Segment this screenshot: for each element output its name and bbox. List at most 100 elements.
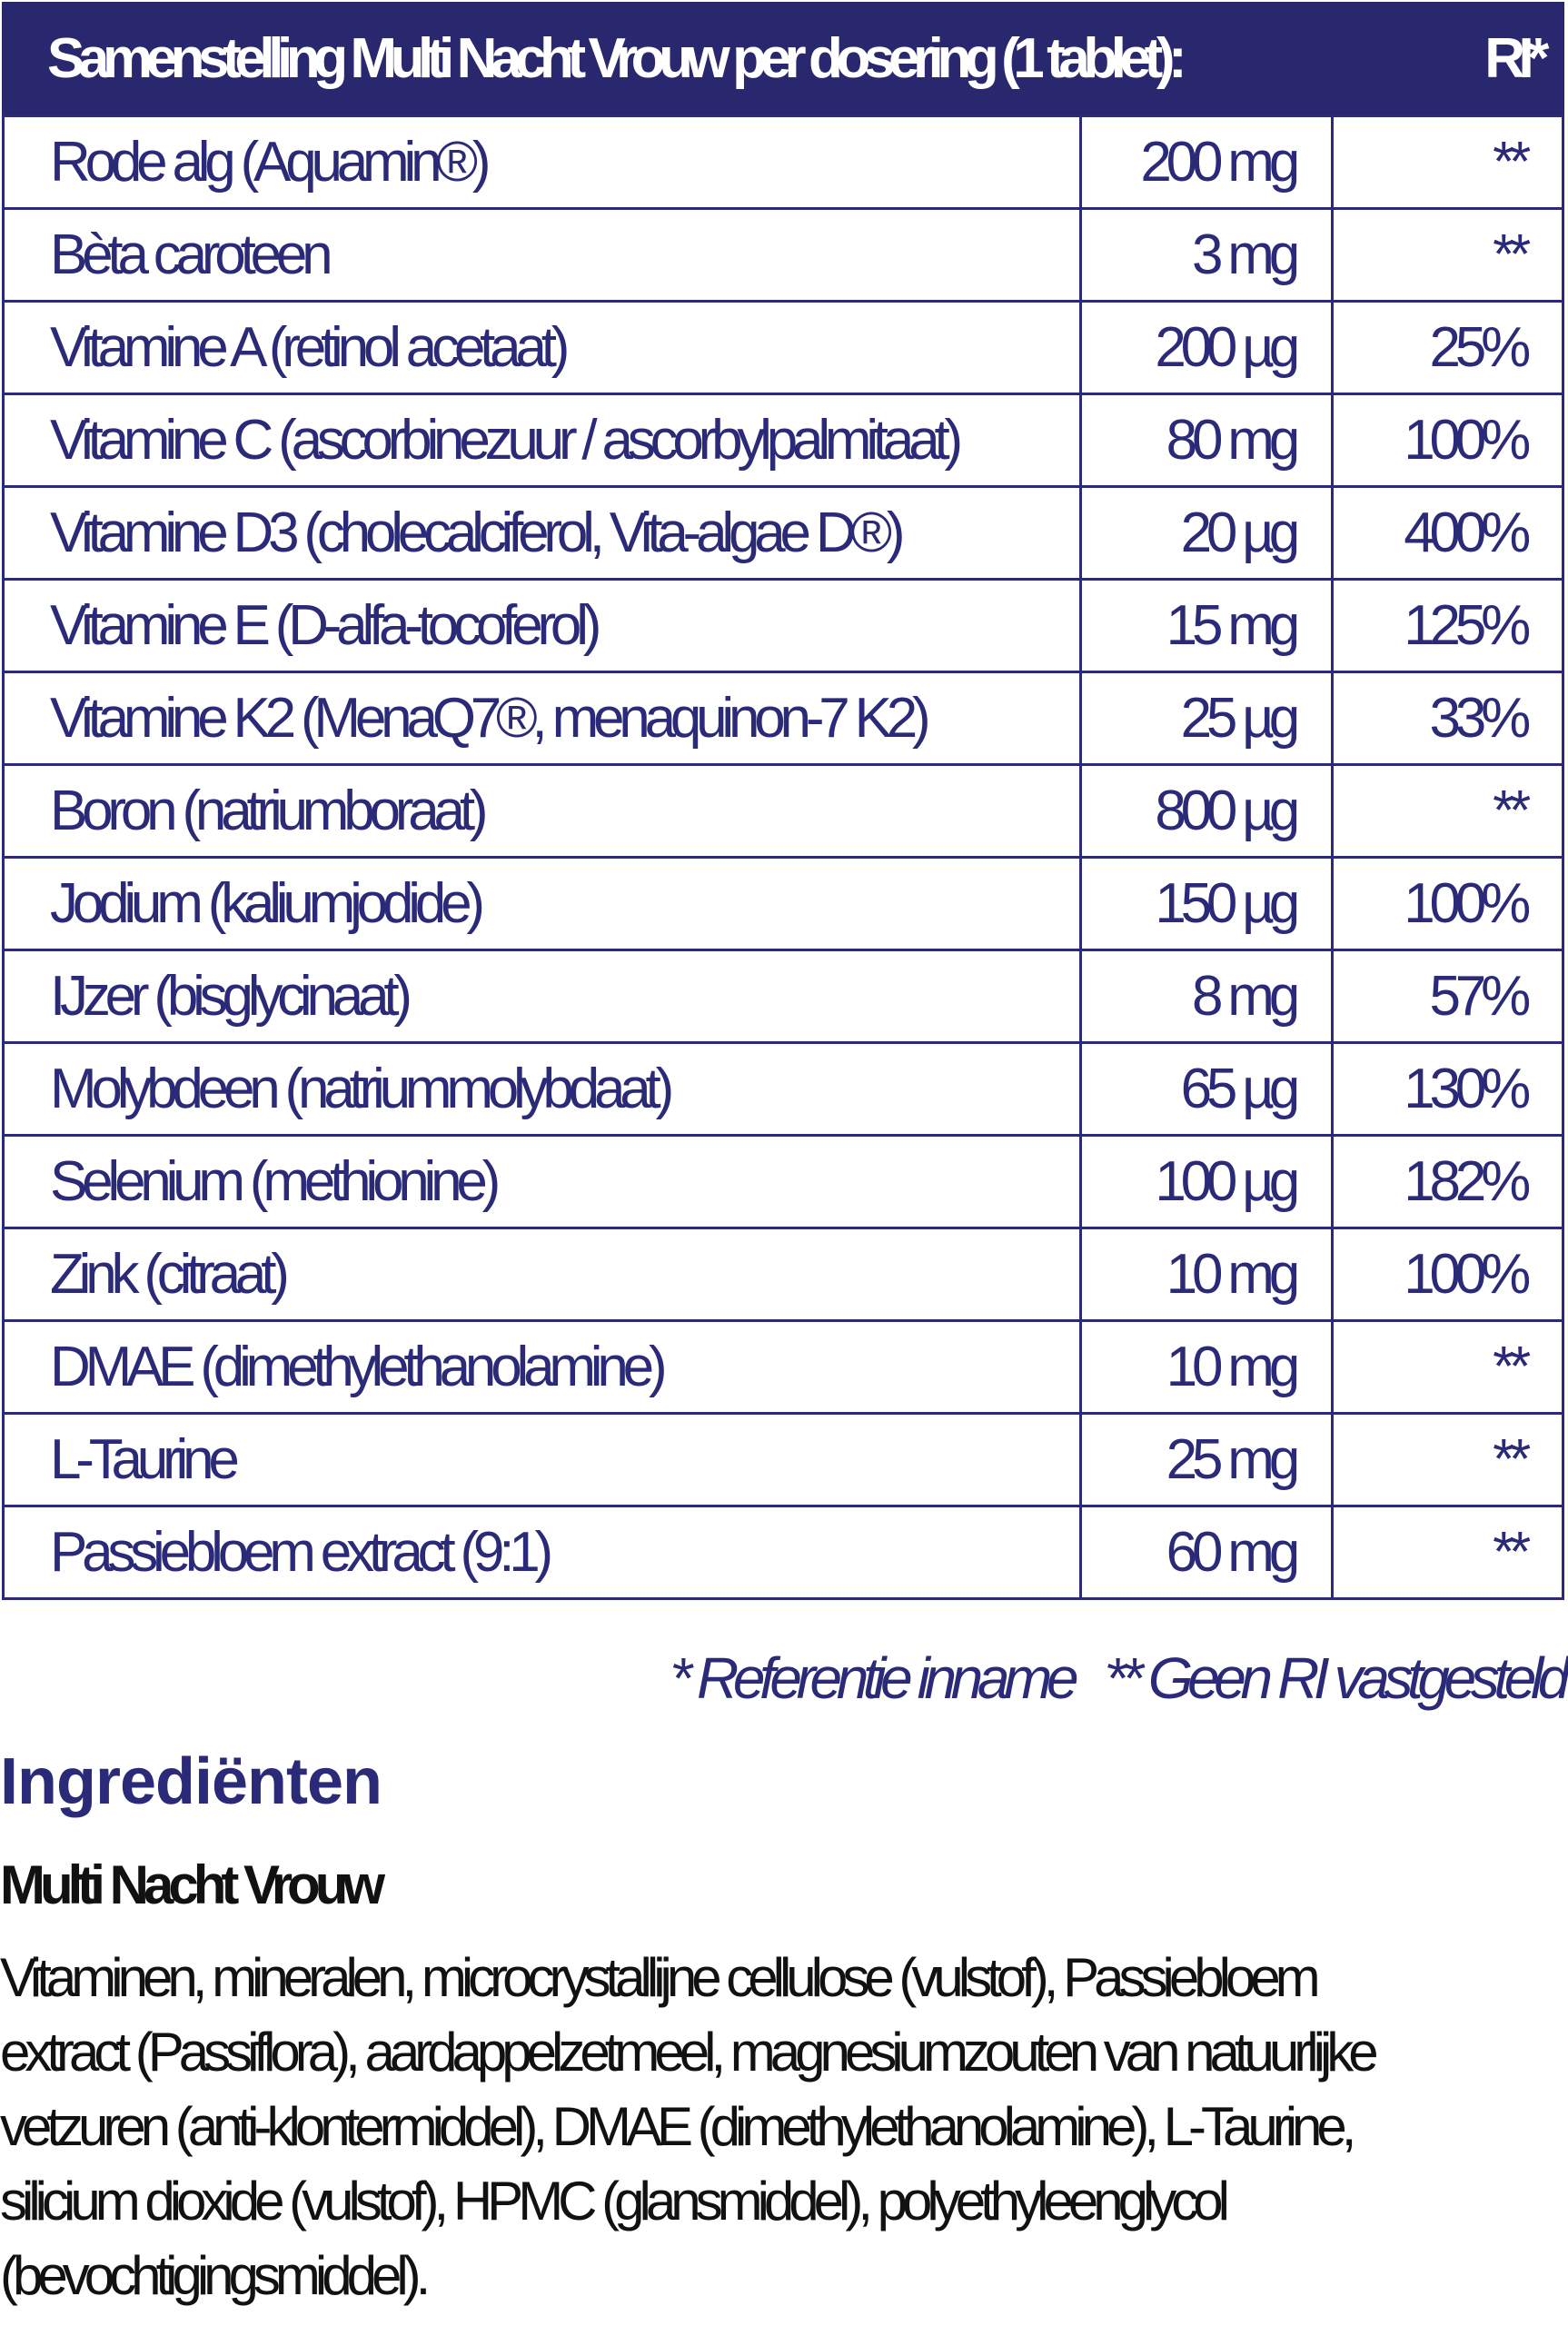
table-row: DMAE (dimethylethanolamine) 10 mg ** [5,1319,1562,1412]
nutrient-name-cell: Vitamine C (ascorbinezuur / ascorbylpalm… [5,395,1082,485]
nutrient-amount: 150 µg [1155,872,1300,935]
ingredients-line: Vitaminen, mineralen, microcrystallijne … [0,1947,1321,2008]
ri-cell: 100% [1334,1229,1562,1319]
ingredients-line: extract (Passiflora), aardappelzetmeel, … [0,2022,1379,2082]
nutrient-name: Passiebloem extract (9:1) [50,1521,553,1584]
nutrient-name: Rode alg (Aquamin®) [50,131,491,194]
nutrient-name-cell: Passiebloem extract (9:1) [5,1507,1082,1597]
nutrient-name: Jodium (kaliumjodide) [50,872,485,935]
table-row: Passiebloem extract (9:1) 60 mg ** [5,1505,1562,1597]
nutrient-ri: ** [1493,780,1531,842]
nutrient-ri: 100% [1404,409,1531,472]
table-row: IJzer (bisglycinaat) 8 mg 57% [5,949,1562,1041]
ri-cell: 25% [1334,303,1562,393]
nutrient-name-cell: Bèta caroteen [5,210,1082,300]
ri-cell: 400% [1334,488,1562,578]
nutrient-name-cell: Molybdeen (natriummolybdaat) [5,1044,1082,1134]
ri-header: RI* [1484,26,1549,90]
nutrient-amount: 25 mg [1166,1428,1301,1491]
table-row: Vitamine A (retinol acetaat) 200 µg 25% [5,300,1562,393]
nutrient-ri: 125% [1404,594,1531,657]
nutrient-amount: 100 µg [1155,1150,1300,1213]
ingredients-line: silicium dioxide (vulstof), HPMC (glansm… [0,2171,1230,2232]
amount-cell: 150 µg [1082,859,1334,949]
amount-cell: 800 µg [1082,766,1334,856]
nutrient-amount: 80 mg [1166,409,1301,472]
nutrient-name-cell: IJzer (bisglycinaat) [5,951,1082,1041]
nutrient-name-cell: Vitamine D3 (cholecalciferol, Vita-algae… [5,488,1082,578]
table-title: Samenstelling Multi Nacht Vrouw per dose… [47,26,1187,90]
ri-cell: ** [1334,117,1562,207]
product-name: Multi Nacht Vrouw [0,1854,385,1915]
nutrient-name: L-Taurine [50,1428,240,1491]
nutrient-ri: ** [1493,1336,1531,1398]
nutrient-name-cell: Zink (citraat) [5,1229,1082,1319]
amount-cell: 25 mg [1082,1415,1334,1505]
nutrient-ri: 25% [1429,316,1532,379]
nutrient-name-cell: Jodium (kaliumjodide) [5,859,1082,949]
ingredients-line: vetzuren (anti-klontermiddel), DMAE (dim… [0,2096,1356,2157]
footnote-reference: * Referentie inname [670,1645,1078,1711]
nutrient-name-cell: Vitamine A (retinol acetaat) [5,303,1082,393]
nutrient-ri: ** [1493,1521,1531,1584]
table-row: Vitamine D3 (cholecalciferol, Vita-algae… [5,485,1562,578]
nutrient-ri: ** [1493,1428,1531,1491]
nutrient-ri: 182% [1404,1150,1531,1213]
nutrient-name: Selenium (methionine) [50,1150,501,1213]
ri-cell: ** [1334,1322,1562,1412]
nutrient-ri: ** [1493,131,1531,194]
amount-cell: 200 µg [1082,303,1334,393]
amount-cell: 20 µg [1082,488,1334,578]
nutrient-name-cell: Vitamine K2 (MenaQ7®, menaquinon-7 K2) [5,673,1082,763]
nutrient-ri: 57% [1429,965,1532,1028]
amount-cell: 200 mg [1082,117,1334,207]
nutrition-table: Samenstelling Multi Nacht Vrouw per dose… [2,2,1564,1600]
nutrient-amount: 65 µg [1180,1058,1301,1120]
nutrient-name: Zink (citraat) [50,1243,290,1306]
table-row: L-Taurine 25 mg ** [5,1412,1562,1505]
amount-cell: 10 mg [1082,1229,1334,1319]
amount-cell: 80 mg [1082,395,1334,485]
ri-cell: ** [1334,1415,1562,1505]
nutrient-name: Vitamine A (retinol acetaat) [50,316,570,379]
nutrient-amount: 20 µg [1180,502,1301,564]
amount-cell: 60 mg [1082,1507,1334,1597]
ri-cell: ** [1334,1507,1562,1597]
ingredients-heading: Ingrediënten [0,1745,382,1818]
table-row: Boron (natriumboraat) 800 µg ** [5,763,1562,856]
nutrient-name: Vitamine D3 (cholecalciferol, Vita-algae… [50,502,906,564]
nutrient-name-cell: Rode alg (Aquamin®) [5,117,1082,207]
table-row: Vitamine K2 (MenaQ7®, menaquinon-7 K2) 25… [5,671,1562,763]
table-row: Zink (citraat) 10 mg 100% [5,1227,1562,1319]
nutrient-ri: 400% [1404,502,1531,564]
ri-cell: 100% [1334,395,1562,485]
nutrient-name: DMAE (dimethylethanolamine) [50,1336,668,1398]
table-row: Molybdeen (natriummolybdaat) 65 µg 130% [5,1041,1562,1134]
nutrient-name-cell: Vitamine E (D-alfa-tocoferol) [5,581,1082,671]
amount-cell: 65 µg [1082,1044,1334,1134]
nutrient-amount: 800 µg [1155,780,1300,842]
nutrient-name-cell: DMAE (dimethylethanolamine) [5,1322,1082,1412]
nutrient-name: Vitamine C (ascorbinezuur / ascorbylpalm… [50,409,963,472]
table-row: Vitamine C (ascorbinezuur / ascorbylpalm… [5,393,1562,485]
nutrient-ri: 33% [1429,687,1532,750]
footnote-no-ri: ** Geen RI vastgesteld [1104,1645,1568,1711]
nutrient-amount: 8 mg [1191,965,1300,1028]
amount-cell: 3 mg [1082,210,1334,300]
ri-cell: ** [1334,210,1562,300]
nutrient-ri: 100% [1404,1243,1531,1306]
ri-cell: 100% [1334,859,1562,949]
nutrient-name-cell: L-Taurine [5,1415,1082,1505]
nutrient-amount: 60 mg [1166,1521,1301,1584]
nutrient-amount: 3 mg [1191,224,1300,286]
amount-cell: 100 µg [1082,1137,1334,1227]
amount-cell: 25 µg [1082,673,1334,763]
ri-cell: ** [1334,766,1562,856]
table-row: Vitamine E (D-alfa-tocoferol) 15 mg 125% [5,578,1562,671]
nutrient-amount: 10 mg [1166,1336,1301,1398]
nutrient-name: Vitamine E (D-alfa-tocoferol) [50,594,601,657]
nutrient-amount: 200 µg [1155,316,1300,379]
table-row: Rode alg (Aquamin®) 200 mg ** [5,114,1562,207]
nutrient-amount: 25 µg [1180,687,1301,750]
table-row: Bèta caroteen 3 mg ** [5,207,1562,300]
